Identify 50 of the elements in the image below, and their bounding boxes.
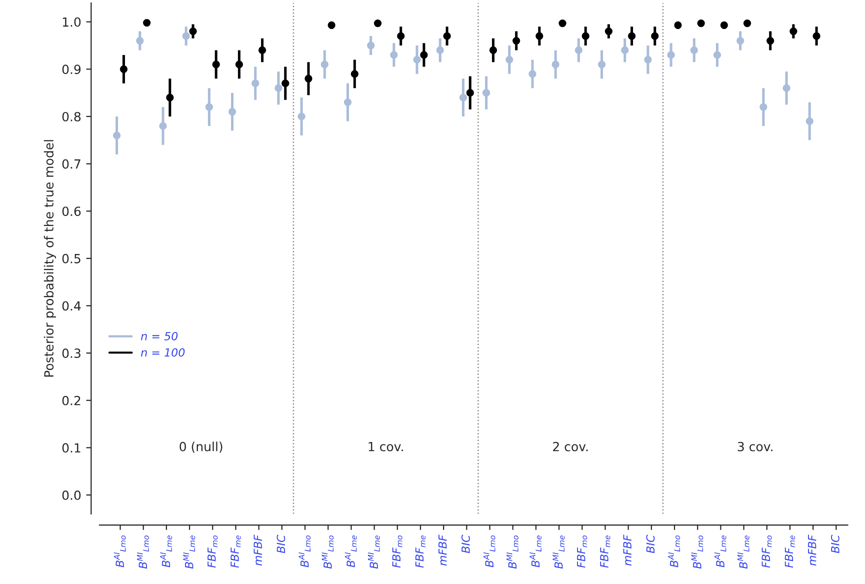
y-tick-label: 0.3 <box>62 348 80 358</box>
x-tick-label: B$^{AI}$$_{Lme}$ <box>530 535 542 568</box>
x-tick-label: mFBF <box>808 534 816 566</box>
x-tick-label: FBF$_{mo}$ <box>577 535 588 568</box>
x-tick-label: B$^{MI}$$_{Lme}$ <box>368 535 380 569</box>
x-tick-label: BIC <box>830 534 840 554</box>
y-tick-label: 0.4 <box>62 301 81 311</box>
y-tick-label: 0.6 <box>62 206 81 216</box>
x-tick-label: FBF$_{mo}$ <box>762 535 772 568</box>
x-tick-label: B$^{MI}$$_{Lmo}$ <box>322 536 334 569</box>
x-tick-label: FBF$_{me}$ <box>230 535 241 568</box>
x-tick-label: BIC <box>461 534 470 554</box>
y-tick-label: 0.7 <box>62 159 80 169</box>
x-tick-label: B$^{MI}$$_{Lmo}$ <box>691 536 704 569</box>
y-tick-label: 0.5 <box>62 254 80 264</box>
x-tick-label: FBF$_{me}$ <box>600 535 610 568</box>
x-tick-label: FBF$_{mo}$ <box>208 535 218 568</box>
y-tick-label: 1.0 <box>62 17 81 27</box>
annotation: 0 (null) <box>180 442 222 453</box>
x-tick-label: FBF$_{me}$ <box>415 535 426 568</box>
x-tick-label: BIC <box>276 534 286 554</box>
legend-label: n = 50 <box>140 332 178 340</box>
x-tick-label: B$^{AI}$$_{Lme}$ <box>344 535 357 568</box>
x-tick-label: B$^{AI}$$_{Lme}$ <box>160 535 172 568</box>
x-tick-label: B$^{AI}$$_{Lmo}$ <box>298 535 311 568</box>
y-tick-label: 0.0 <box>62 490 81 500</box>
x-tick-label: B$^{MI}$$_{Lme}$ <box>552 535 565 569</box>
x-tick-label: mFBF <box>438 534 447 566</box>
x-tick-label: B$^{MI}$$_{Lme}$ <box>737 535 750 569</box>
legend-label: n = 100 <box>140 348 185 357</box>
x-tick-label: B$^{AI}$$_{Lmo}$ <box>114 535 126 568</box>
x-tick-label: B$^{MI}$$_{Lmo}$ <box>137 536 149 569</box>
annotation: 2 cov. <box>553 442 588 452</box>
x-tick-label: FBF$_{me}$ <box>784 535 795 568</box>
x-tick-label: B$^{AI}$$_{Lmo}$ <box>483 535 496 568</box>
y-tick-label: 0.1 <box>62 443 80 453</box>
x-tick-label: mFBF <box>254 534 262 566</box>
x-tick-label: B$^{AI}$$_{Lmo}$ <box>668 535 680 568</box>
annotation: 3 cov. <box>738 442 772 452</box>
y-tick-label: 0.9 <box>62 64 81 74</box>
x-tick-label: mFBF <box>623 534 632 566</box>
x-tick-label: FBF$_{mo}$ <box>392 535 402 568</box>
x-tick-label: B$^{AI}$$_{Lme}$ <box>714 535 726 568</box>
y-tick-label: 0.8 <box>62 112 81 122</box>
x-tick-label: BIC <box>646 534 655 554</box>
y-axis-title: Posterior probability of the true model <box>44 140 56 377</box>
y-tick-label: 0.2 <box>62 396 80 406</box>
x-tick-label: B$^{MI}$$_{Lmo}$ <box>506 536 518 569</box>
x-tick-label: B$^{MI}$$_{Lme}$ <box>183 535 196 569</box>
annotation: 1 cov. <box>368 442 403 452</box>
